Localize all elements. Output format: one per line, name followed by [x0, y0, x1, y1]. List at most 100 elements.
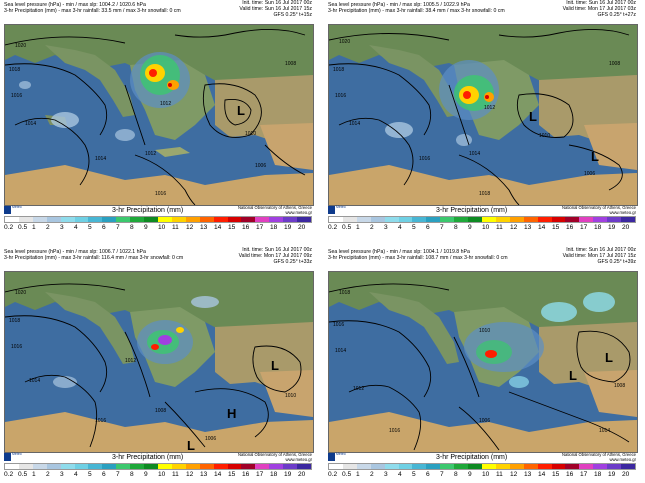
colorbar-swatch: [46, 217, 61, 222]
svg-text:L: L: [187, 438, 195, 452]
colorbar-tick-label: 3: [384, 471, 388, 478]
website-link[interactable]: www.meteo.gr: [285, 209, 312, 215]
svg-text:1016: 1016: [95, 418, 106, 424]
map-graphic: L 1020 1018 1016 1014 1012 1010 1008 100…: [5, 25, 313, 205]
colorbar-tick-label: 17: [580, 224, 588, 231]
colorbar-swatch: [621, 464, 635, 469]
colorbar-swatch: [565, 464, 580, 469]
colorbar-tick-label: 20: [622, 471, 630, 478]
svg-text:L: L: [591, 149, 599, 164]
colorbar-swatch: [370, 464, 385, 469]
scale-title: 3-hr Precipitation (mm): [112, 207, 184, 214]
header-slp-line: Sea level pressure (hPa) - min / max slp…: [4, 2, 146, 8]
colorbar-swatch: [5, 464, 19, 469]
meteo-logo: Meteo: [328, 452, 348, 462]
institute-name: National Observatory of Athens, Greece: [561, 452, 636, 457]
colorbar-tick-label: 4: [74, 224, 78, 231]
colorbar-tick-label: 13: [200, 471, 208, 478]
precip-colorbar: [328, 216, 636, 223]
colorbar-swatch: [454, 464, 469, 469]
svg-text:1016: 1016: [335, 93, 346, 99]
colorbar-tick-label: 9: [468, 471, 472, 478]
colorbar-swatch: [509, 464, 524, 469]
header-precip-line: 3-hr Precipitation (mm) - max 3-hr rainf…: [4, 8, 181, 15]
colorbar-tick-label: 0.5: [342, 471, 352, 478]
colorbar-swatch: [171, 464, 186, 469]
model-run: GFS 0.25° t+39z: [597, 259, 636, 266]
scale-title: 3-hr Precipitation (mm): [436, 207, 508, 214]
colorbar-tick-label: 12: [186, 224, 194, 231]
colorbar-swatch: [342, 217, 357, 222]
colorbar-swatch: [356, 217, 371, 222]
init-time: Init. time: Sun 16 Jul 2017 00z: [242, 247, 312, 253]
colorbar-swatch: [426, 217, 441, 222]
colorbar-tick-label: 5: [412, 224, 416, 231]
colorbar-swatch: [199, 464, 214, 469]
website-link[interactable]: www.meteo.gr: [285, 456, 312, 462]
colorbar-ticks: 0.2 0.5 1 2 3 4 5 6 7 8 9 10 11 12 13 14 15 16 17 18 19 20: [328, 224, 636, 234]
weather-map: L H L 1020 1018 1016 1014 1012 1010 1008…: [4, 271, 314, 453]
colorbar-swatch: [18, 217, 33, 222]
colorbar-swatch: [269, 217, 284, 222]
scale-title: 3-hr Precipitation (mm): [112, 454, 184, 461]
colorbar-tick-label: 18: [594, 471, 602, 478]
colorbar-swatch: [185, 217, 200, 222]
weather-map: L L 1018 1016 1014 1012 1010 1008 1006 1…: [328, 271, 638, 453]
colorbar-swatch: [144, 464, 158, 469]
colorbar-swatch: [440, 217, 455, 222]
colorbar-swatch: [607, 464, 622, 469]
colorbar-tick-label: 16: [566, 224, 574, 231]
panel-header: Sea level pressure (hPa) - min / max slp…: [328, 0, 636, 26]
map-graphic: L L 1018 1016 1014 1012 1010 1008 1006 1…: [329, 272, 637, 452]
colorbar-tick-label: 13: [200, 224, 208, 231]
colorbar-swatch: [171, 217, 186, 222]
colorbar-ticks: 0.2 0.5 1 2 3 4 5 6 7 8 9 10 11 12 13 14 15 16 17 18 19 20: [4, 471, 312, 481]
colorbar-tick-label: 12: [186, 471, 194, 478]
colorbar-tick-label: 2: [46, 471, 50, 478]
colorbar-tick-label: 16: [566, 471, 574, 478]
svg-text:1010: 1010: [285, 393, 296, 399]
valid-time: Valid time: Mon 17 Jul 2017 15z: [562, 253, 636, 260]
colorbar-swatch: [440, 464, 455, 469]
svg-text:1018: 1018: [9, 67, 20, 73]
colorbar-tick-label: 3: [384, 224, 388, 231]
colorbar-tick-label: 5: [88, 471, 92, 478]
svg-text:L: L: [605, 350, 613, 365]
colorbar-tick-label: 2: [370, 471, 374, 478]
colorbar-swatch: [551, 464, 566, 469]
colorbar-tick-label: 20: [298, 224, 306, 231]
colorbar-swatch: [398, 464, 413, 469]
colorbar-swatch: [32, 464, 47, 469]
svg-text:1012: 1012: [353, 386, 364, 392]
institute-name: National Observatory of Athens, Greece: [237, 205, 312, 210]
website-link[interactable]: www.meteo.gr: [609, 209, 636, 215]
website-link[interactable]: www.meteo.gr: [609, 456, 636, 462]
colorbar-tick-label: 19: [608, 471, 616, 478]
colorbar-swatch: [88, 217, 103, 222]
colorbar-swatch: [88, 464, 103, 469]
svg-text:1014: 1014: [469, 151, 480, 157]
precip-colorbar: [328, 463, 636, 470]
svg-text:1014: 1014: [599, 428, 610, 434]
colorbar-tick-label: 8: [454, 471, 458, 478]
colorbar-tick-label: 1: [32, 224, 36, 231]
colorbar-swatch: [185, 464, 200, 469]
colorbar-swatch: [593, 217, 608, 222]
colorbar-swatch: [509, 217, 524, 222]
meteo-logo: Meteo: [4, 452, 24, 462]
colorbar-swatch: [255, 464, 270, 469]
colorbar-swatch: [213, 464, 228, 469]
colorbar-swatch: [426, 464, 441, 469]
colorbar-swatch: [130, 217, 145, 222]
colorbar-swatch: [157, 464, 172, 469]
svg-text:1014: 1014: [335, 348, 346, 354]
model-run: GFS 0.25° t+27z: [597, 12, 636, 19]
svg-text:1008: 1008: [614, 383, 625, 389]
colorbar-swatch: [241, 464, 256, 469]
colorbar-swatch: [412, 217, 427, 222]
colorbar-ticks: 0.2 0.5 1 2 3 4 5 6 7 8 9 10 11 12 13 14 15 16 17 18 19 20: [4, 224, 312, 234]
svg-text:1012: 1012: [145, 151, 156, 157]
colorbar-tick-label: 0.2: [4, 471, 14, 478]
isobar-labels: 1020 1018 1016 1014 1012 1010 1008 1006 …: [9, 43, 296, 197]
colorbar-tick-label: 15: [552, 224, 560, 231]
